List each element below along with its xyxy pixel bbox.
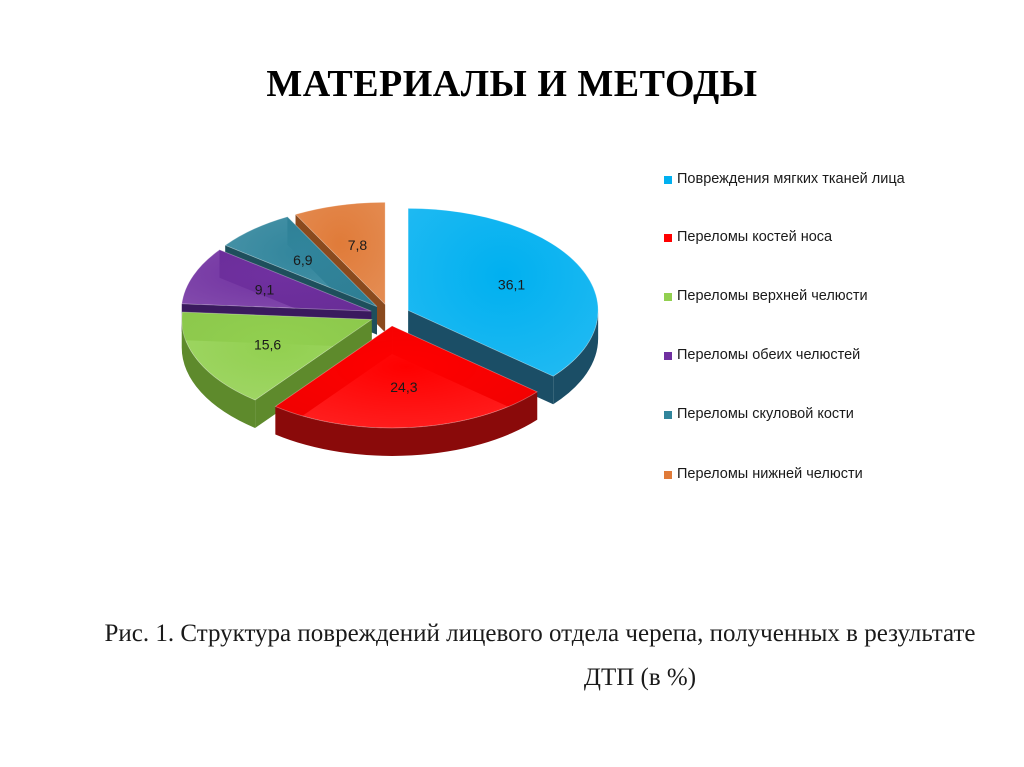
pie-slice-side-upper-jaw — [181, 319, 256, 428]
data-label-nasal-bones: 24,3 — [390, 379, 417, 395]
pie-slice-side-soft-tissue — [553, 310, 599, 405]
legend-label-zygomatic: Переломы скуловой кости — [677, 406, 854, 422]
pie-slice-side-nasal-bones — [275, 391, 538, 456]
legend-item-nasal-bones: Переломы костей носа — [664, 226, 944, 249]
legend-item-upper-jaw: Переломы верхней челюсти — [664, 285, 944, 308]
legend-swatch-both-jaws — [664, 352, 672, 360]
legend-item-both-jaws: Переломы обеих челюстей — [664, 344, 944, 367]
data-label-both-jaws: 9,1 — [255, 282, 275, 298]
pie-slice-top-nasal-bones — [274, 325, 538, 429]
caption-line-1: Рис. 1. Структура повреждений лицевого о… — [104, 620, 976, 647]
legend-label-soft-tissue: Повреждения мягких тканей лица — [677, 171, 905, 187]
slide-title: МАТЕРИАЛЫ И МЕТОДЫ — [266, 63, 758, 105]
data-label-zygomatic: 6,9 — [293, 252, 313, 268]
pie-slice-soft-tissue — [407, 207, 599, 405]
legend-item-zygomatic: Переломы скуловой кости — [664, 403, 944, 426]
figure-caption: Рис. 1. Структура повреждений лицевого о… — [60, 612, 1020, 700]
pie-slice-top-zygomatic — [224, 216, 378, 308]
pie-slice-top-soft-tissue — [407, 207, 599, 377]
legend-item-lower-jaw: Переломы нижней челюсти — [664, 463, 944, 486]
legend-item-soft-tissue: Повреждения мягких тканей лица — [664, 168, 944, 191]
legend-label-upper-jaw: Переломы верхней челюсти — [677, 288, 868, 304]
data-label-lower-jaw: 7,8 — [348, 237, 368, 253]
pie-slice-nasal-bones — [274, 325, 538, 456]
pie-slice-top-both-jaws — [181, 249, 372, 312]
legend-label-both-jaws: Переломы обеих челюстей — [677, 347, 861, 363]
pie-slice-wall-soft-tissue-1 — [408, 310, 554, 405]
legend-swatch-nasal-bones — [664, 234, 672, 242]
data-label-soft-tissue: 36,1 — [498, 277, 525, 293]
caption-line-2: ДТП (в %) — [583, 664, 697, 691]
data-label-upper-jaw: 15,6 — [254, 336, 281, 352]
pie-slice-top-lower-jaw — [294, 201, 386, 306]
pie-slice-top-upper-jaw — [181, 311, 373, 401]
legend-swatch-upper-jaw — [664, 293, 672, 301]
legend-swatch-zygomatic — [664, 411, 672, 419]
legend-label-lower-jaw: Переломы нижней челюсти — [677, 466, 863, 482]
legend-swatch-soft-tissue — [664, 176, 672, 184]
legend-label-nasal-bones: Переломы костей носа — [677, 229, 833, 245]
legend-swatch-lower-jaw — [664, 471, 672, 479]
